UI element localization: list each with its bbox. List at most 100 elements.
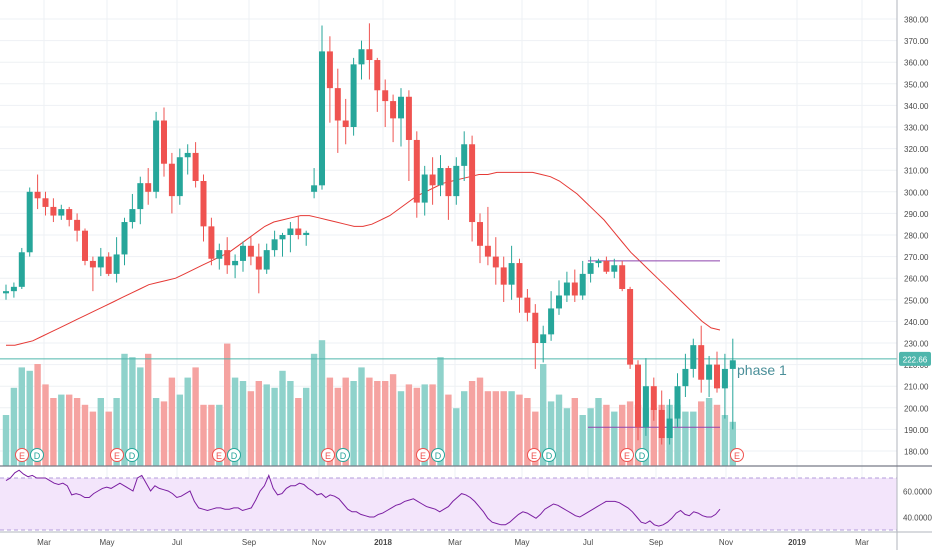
volume-bar xyxy=(445,394,452,466)
volume-bar xyxy=(200,404,207,466)
marker-label: E xyxy=(114,451,120,461)
candle xyxy=(184,152,191,158)
price-tick-label: 290.00 xyxy=(904,210,929,219)
volume-bar xyxy=(168,377,176,466)
price-tick-label: 340.00 xyxy=(904,102,929,111)
rsi-tick-label: 40.0000 xyxy=(903,514,932,523)
marker-label: D xyxy=(639,451,646,461)
volume-bar xyxy=(705,398,713,466)
earnings-marker xyxy=(527,448,541,462)
time-tick-label: 2018 xyxy=(374,538,392,547)
candle xyxy=(50,206,57,216)
volume-bar xyxy=(34,364,41,466)
volume-bar xyxy=(729,421,736,466)
candle xyxy=(287,228,294,235)
candle xyxy=(358,49,365,65)
marker-label: E xyxy=(420,451,426,461)
candle xyxy=(532,312,539,343)
candle xyxy=(492,256,499,268)
marker-label: E xyxy=(531,451,537,461)
earnings-marker xyxy=(730,448,744,462)
volume-bar xyxy=(58,394,65,466)
candle xyxy=(232,260,239,266)
volume-bar xyxy=(587,408,594,466)
volume-bar xyxy=(611,411,618,466)
candle xyxy=(398,96,404,119)
candle xyxy=(690,345,697,369)
time-tick-label: 2019 xyxy=(788,538,806,547)
volume-bar xyxy=(579,415,586,466)
moving-average xyxy=(6,171,721,346)
volume-bar xyxy=(271,387,278,466)
dividend-marker xyxy=(635,448,649,462)
volume-bar xyxy=(334,387,341,466)
volume-bar xyxy=(461,391,468,466)
earnings-marker xyxy=(416,448,430,462)
volume-bars xyxy=(2,340,736,466)
volume-bar xyxy=(303,387,310,466)
volume-bar xyxy=(279,370,286,466)
price-tick-label: 240.00 xyxy=(904,318,929,327)
volume-bar xyxy=(239,381,247,466)
candle xyxy=(89,260,96,268)
volume-bar xyxy=(358,367,365,466)
volume-bar xyxy=(287,381,294,466)
price-tick-label: 380.00 xyxy=(904,16,929,25)
volume-bar xyxy=(484,391,492,466)
volume-bar xyxy=(10,387,18,466)
volume-bar xyxy=(350,381,357,466)
earnings-marker xyxy=(212,448,226,462)
candle xyxy=(674,386,681,419)
candle xyxy=(627,289,634,365)
candle xyxy=(595,260,602,264)
candle xyxy=(666,418,673,439)
moving-average-line xyxy=(6,171,721,346)
volume-bar xyxy=(682,411,689,466)
candle xyxy=(129,209,136,223)
volume-bar xyxy=(650,408,657,466)
volume-bar xyxy=(113,398,120,466)
candle xyxy=(153,120,160,192)
candle xyxy=(698,345,705,380)
price-tick-label: 200.00 xyxy=(904,404,929,413)
candle xyxy=(548,308,555,335)
dividend-marker xyxy=(431,448,445,462)
candle xyxy=(429,174,436,186)
candle xyxy=(10,286,17,292)
candle xyxy=(82,230,88,261)
price-tick-label: 190.00 xyxy=(904,426,929,435)
dividend-marker xyxy=(125,448,139,462)
volume-bar xyxy=(18,367,25,466)
volume-bar xyxy=(73,398,81,466)
volume-bar xyxy=(713,404,721,466)
volume-bar xyxy=(247,391,255,466)
candle xyxy=(524,297,531,313)
candle xyxy=(240,245,246,261)
candle xyxy=(145,183,152,192)
time-tick-label: Nov xyxy=(719,538,733,547)
time-tick-label: Sep xyxy=(649,538,664,547)
candle xyxy=(303,232,310,235)
marker-label: E xyxy=(734,451,740,461)
price-tick-label: 280.00 xyxy=(904,232,929,241)
volume-bar xyxy=(224,343,231,466)
candles[interactable] xyxy=(3,23,736,445)
price-tick-label: 320.00 xyxy=(904,145,929,154)
candle xyxy=(658,409,665,439)
candle xyxy=(421,174,428,203)
candle xyxy=(224,250,231,266)
candle xyxy=(74,219,81,231)
volume-bar xyxy=(184,377,191,466)
volume-bar xyxy=(547,401,555,466)
price-tick-label: 370.00 xyxy=(904,37,929,46)
candle xyxy=(326,51,333,89)
volume-bar xyxy=(571,398,578,466)
marker-label: D xyxy=(546,451,553,461)
volume-bar xyxy=(555,394,563,466)
volume-bar xyxy=(721,415,729,466)
price-tick-label: 350.00 xyxy=(904,80,929,89)
